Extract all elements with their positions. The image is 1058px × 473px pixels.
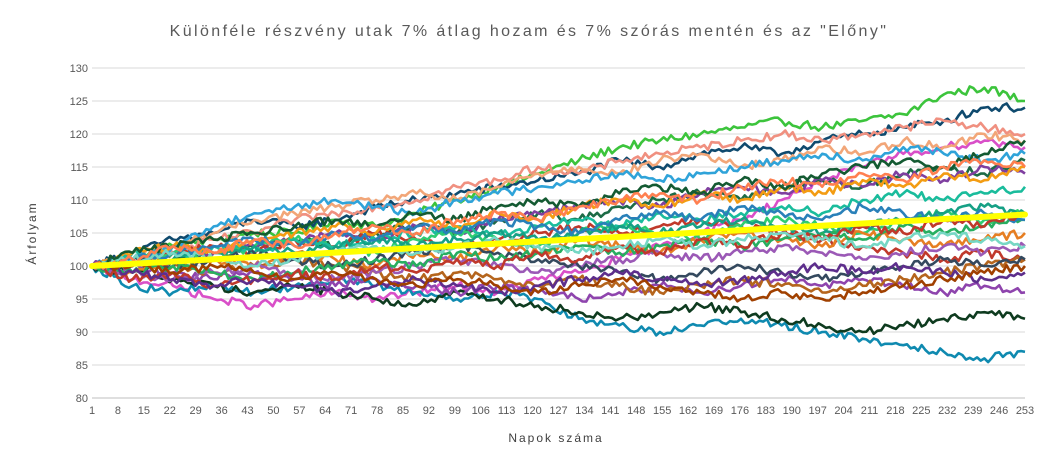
x-tick-label: 71	[345, 405, 357, 417]
x-tick-label: 8	[115, 405, 121, 417]
x-tick-label: 29	[190, 405, 202, 417]
x-tick-label: 155	[653, 405, 671, 417]
x-tick-label: 50	[267, 405, 279, 417]
series-line	[90, 265, 1026, 364]
y-axis-label: Árfolyam	[24, 201, 39, 264]
expected-return-line	[89, 211, 1028, 269]
x-tick-label: 148	[627, 405, 645, 417]
x-tick-label: 99	[449, 405, 461, 417]
x-tick-label: 85	[397, 405, 409, 417]
x-tick-label: 162	[679, 405, 697, 417]
x-axis-label: Napok száma	[508, 431, 603, 445]
x-tick-label: 176	[731, 405, 749, 417]
series-line	[91, 202, 1026, 268]
x-tick-label: 127	[549, 405, 567, 417]
x-tick-label: 253	[1016, 405, 1034, 417]
series-line	[91, 265, 1026, 336]
y-tick-label: 125	[70, 96, 88, 108]
series-line	[91, 262, 1026, 298]
x-tick-label: 78	[371, 405, 383, 417]
x-tick-label: 232	[938, 405, 956, 417]
y-tick-label: 95	[76, 294, 88, 306]
series-line	[91, 102, 1026, 270]
x-tick-label: 43	[241, 405, 253, 417]
x-tick-label: 225	[912, 405, 930, 417]
y-tick-label: 120	[70, 129, 88, 141]
x-tick-label: 36	[215, 405, 227, 417]
y-tick-label: 115	[70, 162, 88, 174]
series-line	[91, 260, 1027, 303]
x-tick-label: 120	[523, 405, 541, 417]
chart-title: Különféle részvény utak 7% átlag hozam é…	[170, 23, 889, 40]
series-line	[91, 157, 1026, 270]
x-tick-label: 211	[861, 405, 879, 417]
series-lines	[90, 85, 1027, 364]
x-tick-label: 141	[601, 405, 619, 417]
highlight-line	[89, 211, 1028, 269]
x-tick-label: 204	[834, 405, 852, 417]
x-tick-label: 22	[164, 405, 176, 417]
x-tick-label: 239	[964, 405, 982, 417]
x-tick-label: 57	[293, 405, 305, 417]
y-tick-label: 130	[70, 63, 88, 75]
y-axis-ticks: 80 85 90 95 100 105 110 115 120 125 130	[70, 63, 88, 405]
y-tick-label: 110	[70, 195, 88, 207]
y-tick-label: 90	[76, 327, 88, 339]
x-tick-label: 190	[783, 405, 801, 417]
y-tick-label: 105	[70, 228, 88, 240]
series-line	[90, 164, 1026, 271]
x-tick-label: 134	[575, 405, 593, 417]
series-line	[91, 202, 1026, 270]
series-line	[91, 231, 1026, 269]
x-tick-label: 246	[990, 405, 1008, 417]
series-line	[91, 139, 1027, 268]
x-tick-label: 1	[89, 405, 95, 417]
x-tick-label: 92	[423, 405, 435, 417]
x-tick-label: 113	[498, 405, 516, 417]
x-axis-ticks: 1 8 15 22 29 36 43 50 57 64 71 78 85 92 99 106 113 120 127…	[89, 405, 1034, 417]
x-tick-label: 218	[886, 405, 904, 417]
x-tick-label: 183	[757, 405, 775, 417]
x-tick-label: 197	[808, 405, 826, 417]
x-tick-label: 106	[472, 405, 490, 417]
series-line	[91, 144, 1026, 269]
x-tick-label: 169	[705, 405, 723, 417]
x-tick-label: 64	[319, 405, 331, 417]
x-tick-label: 15	[138, 405, 150, 417]
y-tick-label: 80	[76, 393, 88, 405]
y-tick-label: 100	[70, 261, 88, 273]
y-tick-label: 85	[76, 360, 88, 372]
series-line	[91, 130, 1026, 267]
